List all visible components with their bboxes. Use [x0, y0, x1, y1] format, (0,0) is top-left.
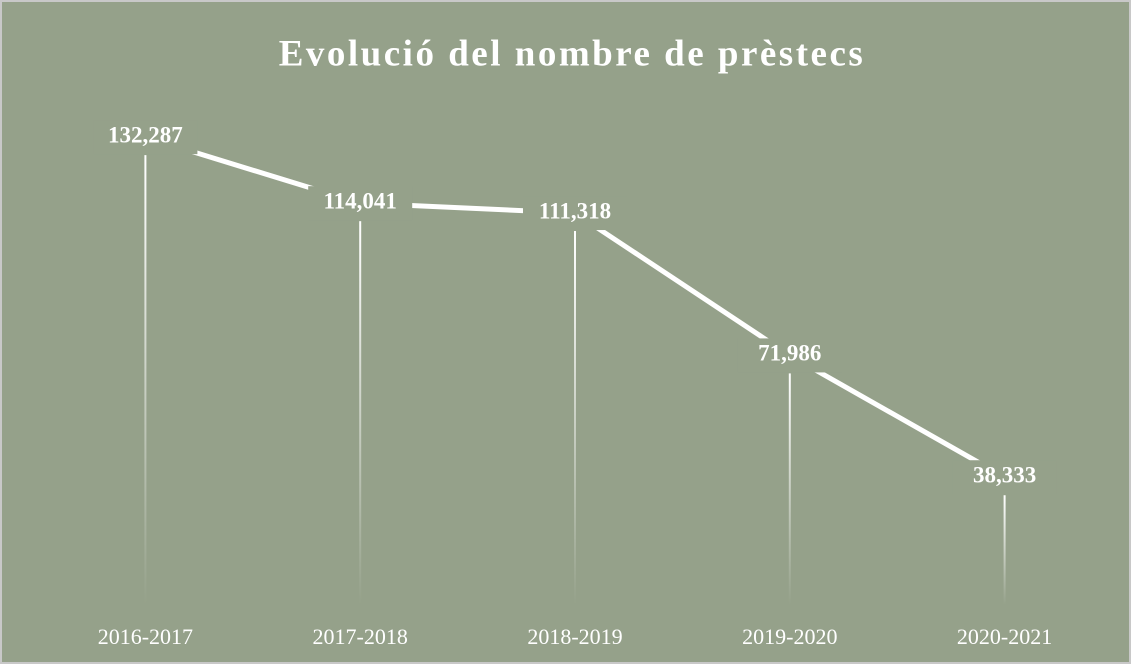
data-label: 38,333 — [973, 463, 1036, 488]
drop-line — [1003, 495, 1006, 605]
drop-line — [788, 373, 791, 605]
x-tick-label: 2018-2019 — [527, 624, 622, 649]
chart-title: Evolució del nombre de prèstecs — [279, 33, 866, 74]
drop-line — [359, 221, 362, 606]
label-background — [737, 338, 842, 373]
label-background — [952, 460, 1057, 495]
x-tick-label: 2017-2018 — [313, 624, 408, 649]
data-label: 132,287 — [108, 122, 183, 147]
x-tick-label: 2016-2017 — [98, 624, 193, 649]
label-background — [308, 186, 413, 221]
data-label: 71,986 — [758, 341, 821, 366]
x-tick-label: 2019-2020 — [742, 624, 837, 649]
label-background — [523, 196, 627, 231]
drop-line — [144, 155, 147, 605]
data-label: 111,318 — [539, 198, 611, 223]
data-label: 114,041 — [323, 188, 396, 213]
x-tick-label: 2020-2021 — [957, 624, 1052, 649]
drop-line — [574, 231, 576, 605]
label-background — [93, 120, 198, 155]
